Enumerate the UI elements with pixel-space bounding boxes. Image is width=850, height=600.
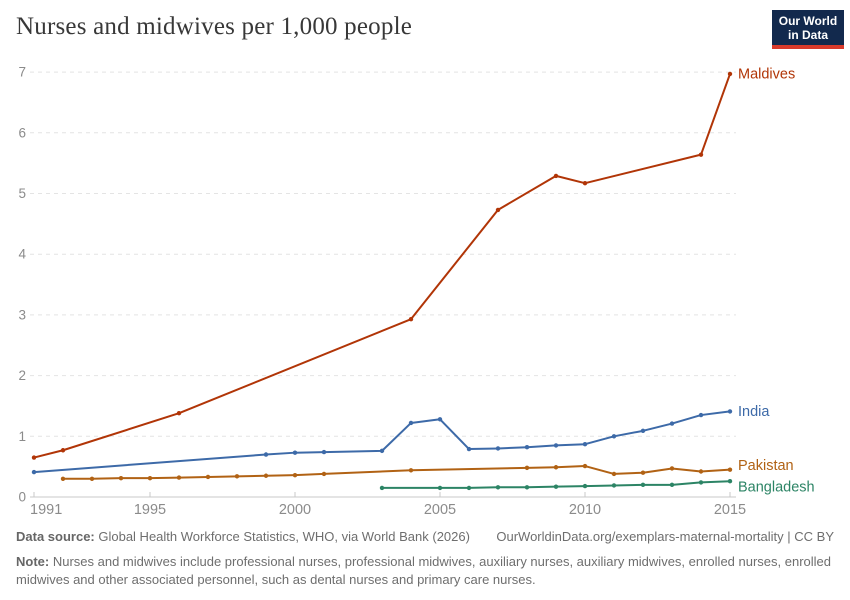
- series-point-pakistan-1994[interactable]: [118, 475, 124, 481]
- x-tick-label-2005: 2005: [424, 502, 456, 518]
- data-source-text: Data source: Global Health Workforce Sta…: [16, 528, 470, 546]
- series-point-pakistan-2009[interactable]: [553, 465, 559, 470]
- series-point-maldives-2010[interactable]: [582, 180, 588, 186]
- y-tick-label-1: 1: [18, 429, 26, 444]
- series-point-india-2011[interactable]: [611, 434, 617, 439]
- series-point-bangladesh-2005[interactable]: [437, 485, 443, 491]
- data-source-label: Data source:: [16, 529, 95, 544]
- x-tick-label-2015: 2015: [714, 502, 746, 518]
- series-point-maldives-2007[interactable]: [495, 207, 501, 213]
- series-point-india-2012[interactable]: [640, 428, 646, 434]
- series-point-bangladesh-2015[interactable]: [727, 479, 733, 484]
- series-point-india-1991[interactable]: [31, 469, 37, 475]
- series-point-india-2009[interactable]: [553, 443, 559, 448]
- series-line-maldives[interactable]: [33, 72, 731, 459]
- x-tick-label-1995: 1995: [134, 502, 166, 518]
- series-point-bangladesh-2003[interactable]: [379, 485, 385, 491]
- series-point-maldives-1992[interactable]: [60, 448, 66, 453]
- series-point-pakistan-2010[interactable]: [582, 463, 588, 469]
- series-point-pakistan-1996[interactable]: [176, 475, 182, 480]
- series-line-bangladesh[interactable]: [381, 480, 731, 489]
- series-point-maldives-2009[interactable]: [553, 173, 559, 179]
- owid-logo-red-bar: [772, 45, 844, 49]
- series-point-maldives-2015[interactable]: [727, 71, 733, 77]
- series-point-pakistan-1997[interactable]: [205, 474, 211, 480]
- series-point-bangladesh-2008[interactable]: [524, 485, 530, 490]
- series-point-india-2007[interactable]: [495, 446, 501, 451]
- owid-citation-link[interactable]: OurWorldinData.org/exemplars-maternal-mo…: [496, 529, 834, 544]
- series-label-pakistan[interactable]: Pakistan: [738, 458, 794, 474]
- series-point-bangladesh-2007[interactable]: [495, 485, 501, 490]
- series-point-pakistan-1995[interactable]: [147, 475, 153, 481]
- data-source-value: Global Health Workforce Statistics, WHO,…: [94, 529, 470, 544]
- series-point-bangladesh-2009[interactable]: [553, 484, 559, 489]
- series-point-pakistan-2011[interactable]: [611, 471, 617, 477]
- series-line-india[interactable]: [33, 410, 731, 474]
- series-point-pakistan-1993[interactable]: [89, 476, 95, 481]
- series-point-india-2000[interactable]: [292, 450, 298, 455]
- series-point-india-2001[interactable]: [321, 449, 327, 455]
- owid-logo[interactable]: Our World in Data: [772, 10, 844, 49]
- series-point-india-2003[interactable]: [379, 448, 385, 454]
- series-point-pakistan-1992[interactable]: [60, 476, 66, 481]
- series-point-maldives-2014[interactable]: [698, 152, 704, 157]
- series-point-pakistan-2013[interactable]: [669, 466, 675, 471]
- y-tick-label-0: 0: [18, 490, 26, 505]
- series-point-bangladesh-2012[interactable]: [640, 482, 646, 488]
- series-point-bangladesh-2013[interactable]: [669, 482, 675, 488]
- chart-note: Note: Nurses and midwives include profes…: [16, 553, 834, 589]
- y-tick-label-4: 4: [18, 247, 26, 262]
- y-tick-label-6: 6: [18, 125, 26, 140]
- owid-logo-line2: in Data: [787, 27, 828, 42]
- series-label-maldives[interactable]: Maldives: [738, 66, 795, 82]
- x-tick-label-2010: 2010: [569, 502, 601, 518]
- note-value: Nurses and midwives include professional…: [16, 554, 832, 587]
- y-tick-label-5: 5: [18, 186, 26, 201]
- x-tick-label-2000: 2000: [279, 502, 311, 518]
- series-point-india-2005[interactable]: [437, 417, 443, 422]
- series-point-pakistan-2012[interactable]: [640, 470, 646, 475]
- series-point-bangladesh-2011[interactable]: [611, 483, 617, 488]
- chart-footer: Data source: Global Health Workforce Sta…: [16, 528, 834, 589]
- series-point-india-2015[interactable]: [727, 409, 733, 414]
- series-point-maldives-1996[interactable]: [176, 411, 182, 416]
- series-label-bangladesh[interactable]: Bangladesh: [738, 480, 815, 496]
- series-point-india-2014[interactable]: [698, 412, 704, 418]
- series-point-bangladesh-2010[interactable]: [582, 483, 588, 489]
- series-point-india-1999[interactable]: [263, 452, 269, 457]
- page-title: Nurses and midwives per 1,000 people: [16, 13, 413, 40]
- series-point-pakistan-2014[interactable]: [698, 469, 704, 474]
- series-point-pakistan-1998[interactable]: [234, 474, 240, 479]
- y-tick-label-2: 2: [18, 368, 26, 383]
- series-point-pakistan-2015[interactable]: [727, 467, 733, 472]
- series-point-bangladesh-2006[interactable]: [466, 485, 472, 491]
- owid-logo-box: Our World in Data: [772, 10, 844, 45]
- series-line-pakistan[interactable]: [62, 465, 731, 480]
- owid-logo-line1: Our World: [778, 13, 838, 28]
- series-point-india-2010[interactable]: [582, 441, 588, 447]
- series-point-maldives-2004[interactable]: [408, 316, 414, 322]
- series-point-india-2013[interactable]: [669, 421, 675, 426]
- series-point-pakistan-2008[interactable]: [524, 465, 530, 471]
- series-point-india-2004[interactable]: [408, 420, 414, 426]
- series-point-bangladesh-2014[interactable]: [698, 480, 704, 485]
- series-point-pakistan-2000[interactable]: [292, 472, 298, 478]
- series-label-india[interactable]: India: [738, 404, 770, 420]
- series-point-maldives-1991[interactable]: [31, 455, 37, 460]
- series-point-pakistan-2001[interactable]: [321, 471, 327, 477]
- y-tick-label-7: 7: [18, 65, 26, 80]
- series-point-pakistan-2004[interactable]: [408, 468, 414, 473]
- x-tick-label-1991: 1991: [30, 502, 62, 518]
- series-point-india-2006[interactable]: [466, 446, 472, 452]
- y-tick-label-3: 3: [18, 307, 26, 322]
- series-point-pakistan-1999[interactable]: [263, 473, 269, 478]
- note-label: Note:: [16, 554, 50, 569]
- series-point-india-2008[interactable]: [524, 445, 530, 450]
- line-chart: 0 1 2 3 4 5 6 7 1991 1995 2000 2005 2010 2015 Maldives…: [18, 65, 815, 518]
